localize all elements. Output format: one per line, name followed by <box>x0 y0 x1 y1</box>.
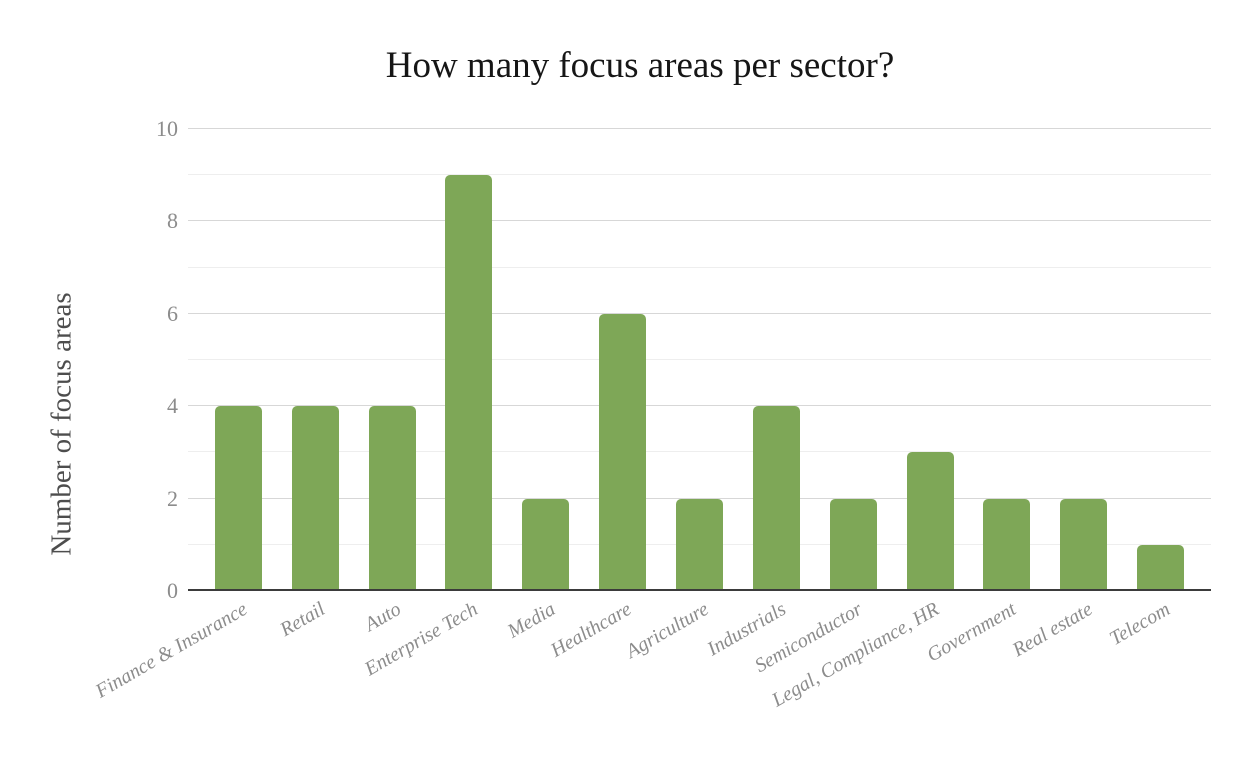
bar <box>676 498 723 589</box>
bar <box>599 313 647 589</box>
x-category-label: Telecom <box>1105 598 1174 651</box>
x-category-label: Real estate <box>1009 598 1097 662</box>
gridline-minor <box>188 451 1211 453</box>
bar <box>1137 544 1185 589</box>
bar <box>752 406 800 589</box>
plot-area <box>188 128 1211 591</box>
y-tick-label: 6 <box>167 300 178 326</box>
bar <box>1060 498 1108 589</box>
x-category-label: Healthcare <box>547 598 636 662</box>
bar <box>214 406 262 589</box>
gridline-major <box>188 497 1211 499</box>
chart-title: How many focus areas per sector? <box>385 45 895 86</box>
x-category-label: Finance & Insurance <box>92 598 252 703</box>
y-tick-label: 0 <box>167 578 178 603</box>
x-axis-baseline <box>188 589 1211 591</box>
bar <box>291 406 339 589</box>
bar <box>983 498 1031 589</box>
x-category-label: Retail <box>275 598 329 641</box>
y-tick-label: 8 <box>167 208 178 234</box>
bar <box>906 452 954 589</box>
bar <box>445 175 493 589</box>
gridline-minor <box>188 266 1211 268</box>
gridline-major <box>188 128 1211 129</box>
x-category-label: Media <box>503 598 559 643</box>
y-tick-label: 2 <box>167 485 178 511</box>
gridline-minor <box>188 359 1211 360</box>
y-axis-title: Number of focus areas <box>45 292 78 556</box>
bar <box>368 406 416 589</box>
gridline-major <box>188 405 1211 407</box>
gridline-major <box>188 312 1211 314</box>
y-tick-label: 4 <box>167 393 178 419</box>
bar <box>829 498 877 589</box>
y-tick-label: 10 <box>156 116 178 141</box>
gridline-minor <box>188 174 1211 176</box>
gridline-major <box>188 220 1211 222</box>
x-category-label: Auto <box>361 598 406 636</box>
bar <box>522 498 570 589</box>
x-category-label: Agriculture <box>622 598 713 663</box>
